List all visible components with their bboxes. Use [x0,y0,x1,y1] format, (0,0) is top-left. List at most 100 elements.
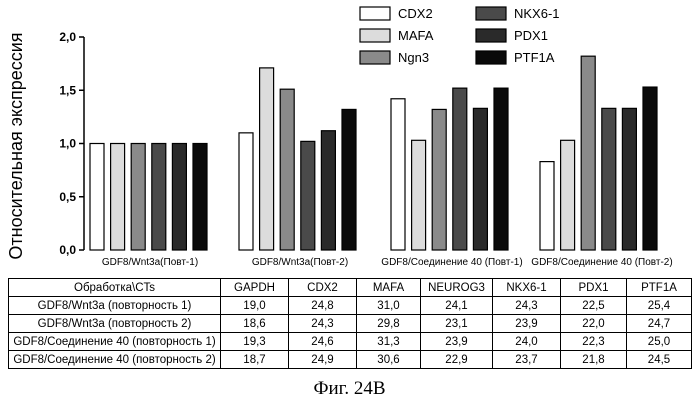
legend-label-pdx1: PDX1 [514,28,548,43]
y-axis-label: Относительная экспрессия [6,32,26,259]
table-cell: 24,0 [493,333,561,351]
x-category-label: GDF8/Wnt3a(Повт-1) [102,257,198,268]
table-row-label: GDF8/Wnt3a (повторность 1) [9,297,221,315]
bar-nkx6-1-0 [152,144,166,251]
bar-cdx2-1 [239,133,253,250]
bar-ptf1a-3 [643,87,657,250]
table-cell: 25,4 [627,297,692,315]
legend-swatch-cdx2 [360,7,390,20]
bar-ngn3-3 [581,56,595,250]
y-axis: 0,0 0,5 1,0 1,5 2,0 [59,30,84,257]
table-header-nkx6-1: NKX6-1 [493,279,561,297]
table-cell: 24,3 [289,315,357,333]
table-header-mafa: MAFA [357,279,421,297]
table-cell: 18,6 [221,315,289,333]
table-cell: 19,0 [221,297,289,315]
table-cell: 22,0 [561,315,627,333]
bar-mafa-1 [260,68,274,250]
y-tick-label: 0,5 [59,190,76,204]
table-cell: 30,6 [357,351,421,369]
table-cell: 31,3 [357,333,421,351]
table-cell: 31,0 [357,297,421,315]
bar-cdx2-3 [540,162,554,250]
bars [90,56,657,250]
y-tick-label: 0,0 [59,243,76,257]
legend-label-ptf1a: PTF1A [514,50,555,65]
bar-ngn3-0 [131,144,145,251]
bar-pdx1-2 [473,108,487,250]
table-header-pdx1: PDX1 [561,279,627,297]
ct-table-container: Обработка\CTsGAPDHCDX2MAFANEUROG3NKX6-1P… [8,278,691,369]
table-cell: 22,3 [561,333,627,351]
legend: CDX2 MAFA Ngn3 NKX6-1 PDX1 PTF1A [360,6,560,65]
y-tick-label: 1,5 [59,83,76,97]
table-cell: 24,8 [289,297,357,315]
bar-cdx2-0 [90,144,104,251]
table-row: GDF8/Соединение 40 (повторность 1)19,324… [9,333,692,351]
bar-ngn3-1 [280,89,294,250]
table-cell: 19,3 [221,333,289,351]
table-cell: 24,5 [627,351,692,369]
legend-label-nkx6-1: NKX6-1 [514,6,560,21]
table-body: GDF8/Wnt3a (повторность 1)19,024,831,024… [9,297,692,369]
table-header-treatment: Обработка\CTs [9,279,221,297]
table-cell: 24,9 [289,351,357,369]
ct-table: Обработка\CTsGAPDHCDX2MAFANEUROG3NKX6-1P… [8,278,692,369]
table-cell: 23,1 [421,315,493,333]
table-cell: 21,8 [561,351,627,369]
legend-label-cdx2: CDX2 [398,6,433,21]
table-cell: 25,0 [627,333,692,351]
legend-swatch-pdx1 [476,29,506,42]
bar-mafa-0 [111,144,125,251]
table-header-neurog3: NEUROG3 [421,279,493,297]
figure-caption: Фиг. 24B [0,378,699,400]
legend-swatch-nkx6-1 [476,7,506,20]
bar-nkx6-1-1 [301,141,315,250]
table-cell: 23,9 [421,333,493,351]
legend-label-ngn3: Ngn3 [398,50,429,65]
bar-ptf1a-1 [342,109,356,250]
table-row-label: GDF8/Соединение 40 (повторность 1) [9,333,221,351]
legend-swatch-ptf1a [476,51,506,64]
table-cell: 24,6 [289,333,357,351]
bar-pdx1-3 [622,108,636,250]
bar-pdx1-0 [172,144,186,251]
x-category-label: GDF8/Wnt3a(Повт-2) [252,257,348,268]
legend-swatch-ngn3 [360,51,390,64]
table-cell: 24,7 [627,315,692,333]
bar-nkx6-1-3 [602,108,616,250]
y-tick-label: 2,0 [59,30,76,44]
bar-mafa-2 [412,140,426,250]
table-header-ptf1a: PTF1A [627,279,692,297]
x-category-labels: GDF8/Wnt3a(Повт-1) GDF8/Wnt3a(Повт-2) GDF8… [102,257,673,268]
x-category-label: GDF8/Соединение 40 (Повт-1) [381,257,522,268]
bar-chart: Относительная экспрессия 0,0 0,5 1,0 1,5 2,0… [0,0,699,275]
bar-mafa-3 [561,140,575,250]
x-category-label: GDF8/Соединение 40 (Повт-2) [531,257,672,268]
table-cell: 24,1 [421,297,493,315]
table-header-gapdh: GAPDH [221,279,289,297]
bar-nkx6-1-2 [453,88,467,250]
table-row-label: GDF8/Соединение 40 (повторность 2) [9,351,221,369]
table-cell: 23,7 [493,351,561,369]
bar-ptf1a-2 [494,88,508,250]
table-header-row: Обработка\CTsGAPDHCDX2MAFANEUROG3NKX6-1P… [9,279,692,297]
bar-pdx1-1 [321,131,335,250]
table-cell: 18,7 [221,351,289,369]
table-cell: 29,8 [357,315,421,333]
bar-ngn3-2 [432,109,446,250]
legend-swatch-mafa [360,29,390,42]
table-cell: 23,9 [493,315,561,333]
table-row: GDF8/Соединение 40 (повторность 2)18,724… [9,351,692,369]
table-cell: 22,5 [561,297,627,315]
table-row-label: GDF8/Wnt3a (повторность 2) [9,315,221,333]
y-tick-label: 1,0 [59,137,76,151]
legend-label-mafa: MAFA [398,28,434,43]
table-cell: 22,9 [421,351,493,369]
bar-ptf1a-0 [193,144,207,251]
table-row: GDF8/Wnt3a (повторность 1)19,024,831,024… [9,297,692,315]
bar-cdx2-2 [391,99,405,250]
table-row: GDF8/Wnt3a (повторность 2)18,624,329,823… [9,315,692,333]
table-header-cdx2: CDX2 [289,279,357,297]
table-cell: 24,3 [493,297,561,315]
